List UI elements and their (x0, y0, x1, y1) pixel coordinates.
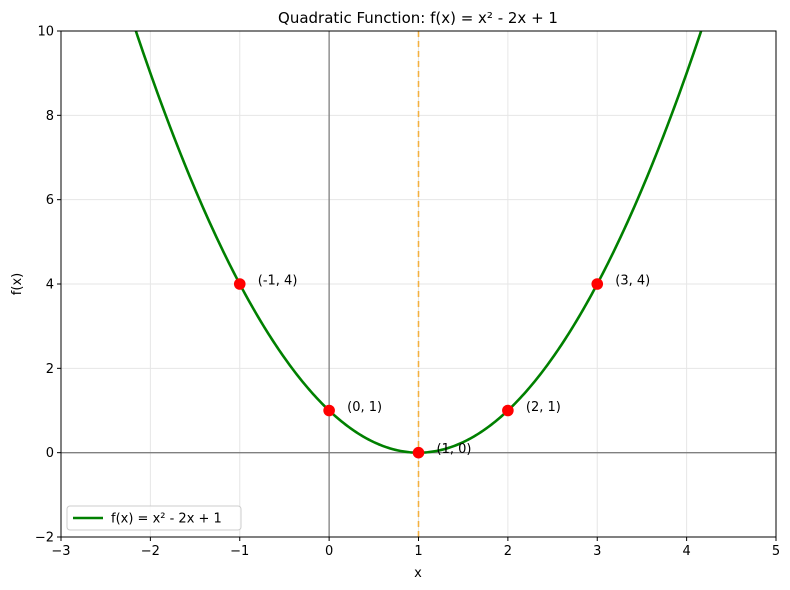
data-point (323, 404, 335, 417)
x-tick-label: 2 (504, 544, 512, 559)
highlighted-points (233, 278, 604, 459)
y-tick-label: 10 (37, 25, 54, 40)
data-point (412, 446, 425, 459)
y-tick-label: 6 (46, 193, 54, 208)
point-labels: (-1, 4) (0, 1) (1, 0) (2, 1) (3, 4) (258, 274, 650, 458)
data-point-label: (1, 0) (437, 442, 472, 457)
y-tick-label: −2 (35, 531, 54, 546)
x-tick-label: 1 (414, 544, 422, 559)
x-tick-label: 4 (682, 544, 690, 559)
y-tick-label: 0 (46, 446, 54, 461)
y-tick-label: 4 (46, 278, 54, 293)
x-tick-label: 0 (325, 544, 333, 559)
data-point-label: (-1, 4) (258, 274, 298, 289)
data-point (233, 278, 246, 290)
x-tick-label: 5 (772, 544, 780, 559)
data-point (502, 404, 514, 417)
legend-box (66, 505, 242, 531)
data-point-label: (3, 4) (615, 274, 650, 289)
legend-entry-label: f(x) = x² - 2x + 1 (111, 512, 222, 527)
x-tick-label: −3 (51, 544, 70, 559)
data-point-label: (0, 1) (347, 400, 382, 415)
y-axis-title: f(x) (10, 273, 25, 295)
x-tick-label: 3 (593, 544, 601, 559)
y-tick-label: 8 (46, 109, 54, 124)
x-tick-label: −1 (230, 544, 249, 559)
x-tick-label: −2 (141, 544, 160, 559)
legend: f(x) = x² - 2x + 1 (66, 505, 242, 531)
x-axis-title: x (414, 566, 422, 581)
chart-title: Quadratic Function: f(x) = x² - 2x + 1 (278, 9, 558, 27)
y-tick-label: 2 (46, 362, 54, 377)
data-point-label: (2, 1) (526, 400, 561, 415)
data-point (591, 278, 604, 290)
